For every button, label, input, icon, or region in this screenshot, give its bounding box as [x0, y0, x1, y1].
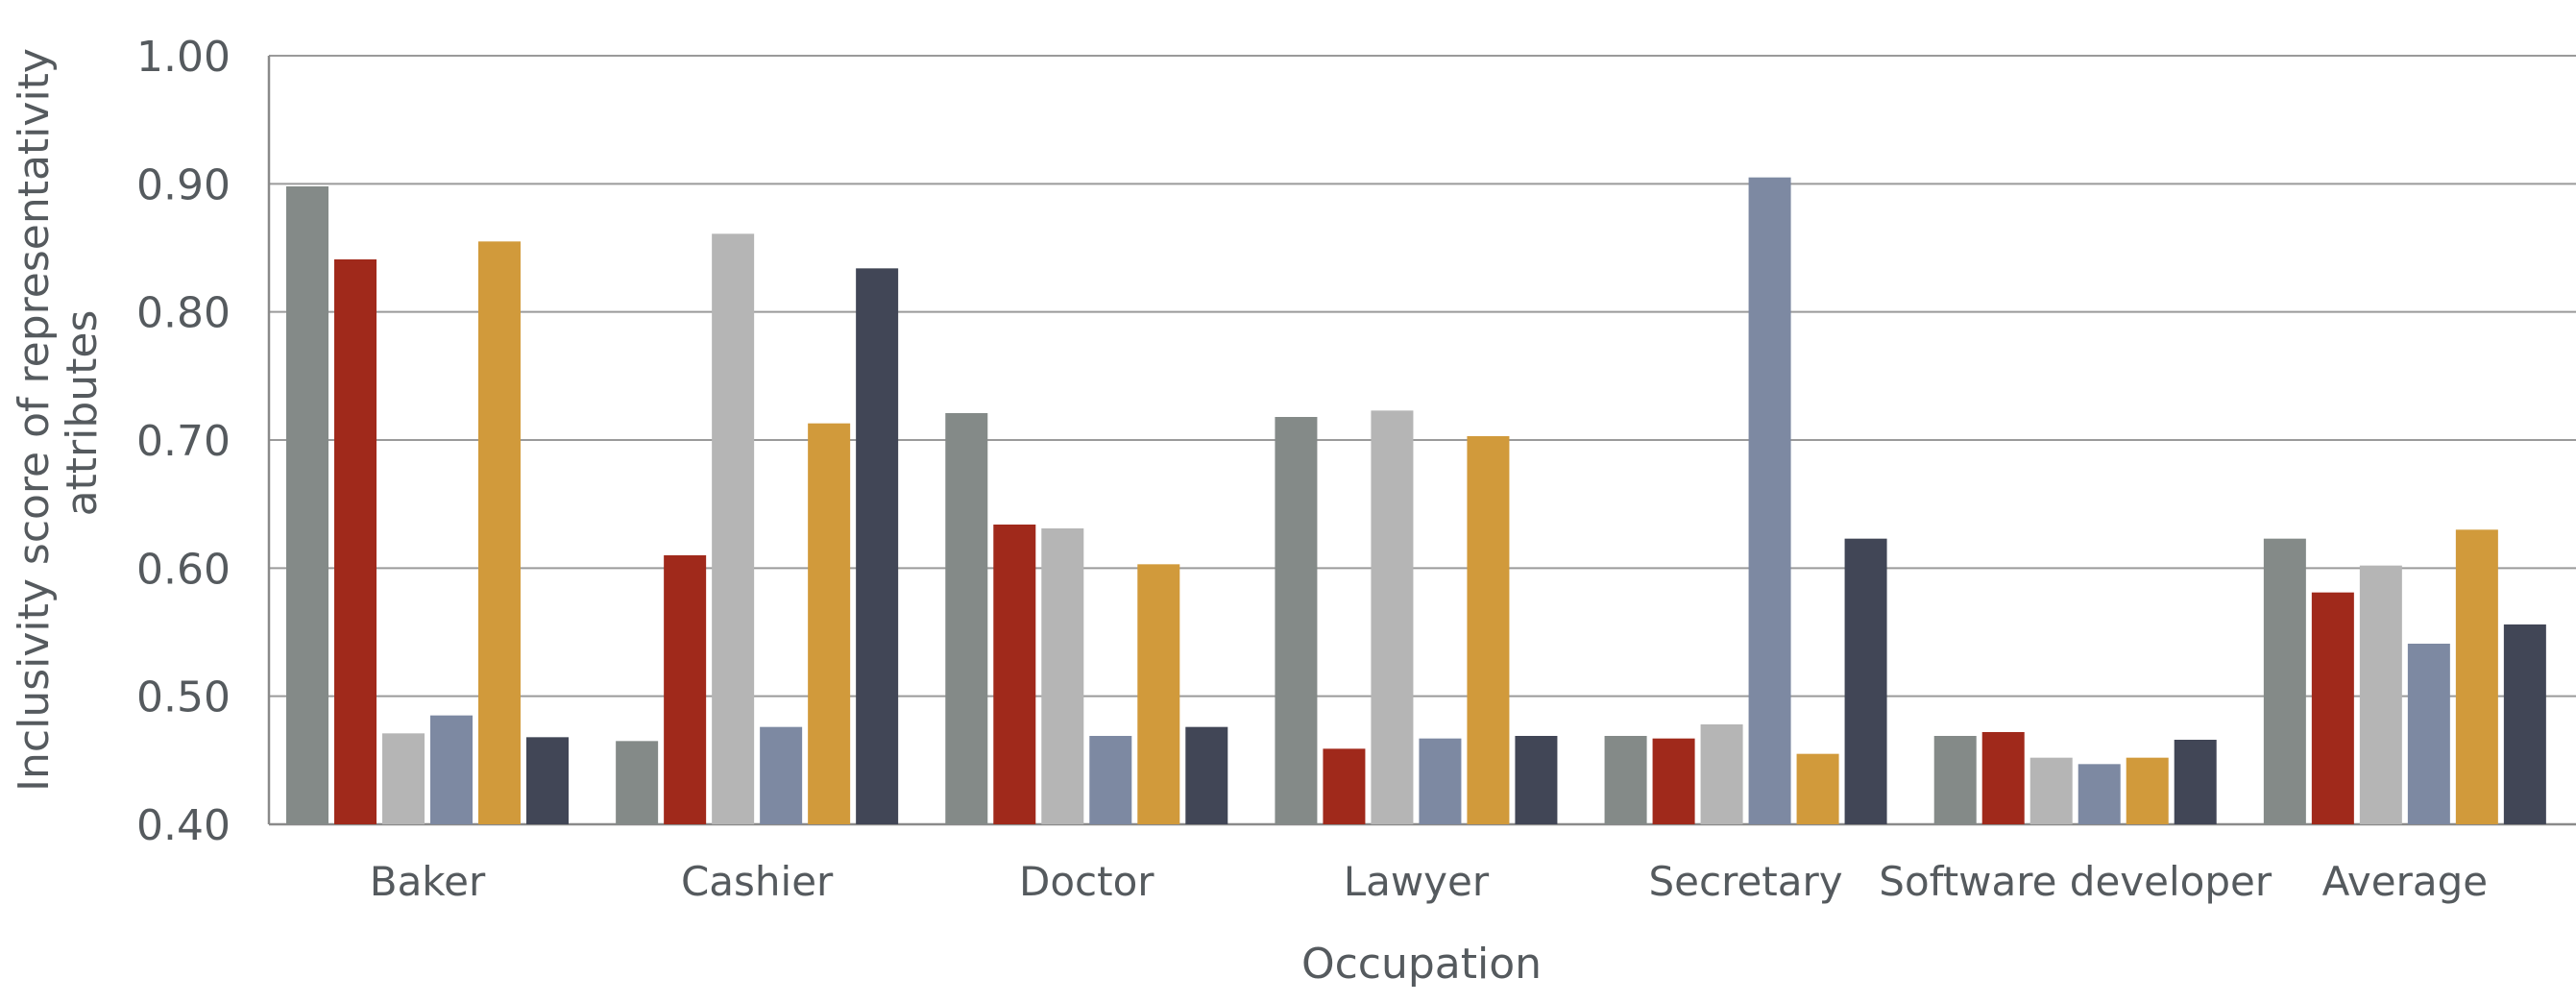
bar: [2263, 538, 2306, 824]
bar: [2029, 757, 2073, 824]
bar: [2311, 592, 2354, 824]
bar: [945, 413, 988, 824]
x-axis-title: Occupation: [1301, 940, 1542, 989]
bar: [2359, 565, 2402, 824]
bar: [993, 525, 1036, 824]
bar: [856, 268, 899, 824]
bar: [616, 741, 659, 824]
y-axis-title-line-1: Inclusivity score of representativity: [10, 48, 59, 792]
x-tick-label: Lawyer: [1344, 858, 1490, 905]
bar: [2174, 740, 2217, 824]
bar: [760, 726, 803, 824]
bar: [334, 259, 377, 824]
bar: [2078, 764, 2121, 824]
bar: [1137, 564, 1180, 824]
x-tick-label: Doctor: [1019, 858, 1154, 905]
x-tick-label: Secretary: [1649, 858, 1843, 905]
bar: [1467, 436, 1510, 824]
bar: [1515, 736, 1558, 824]
y-tick-label: 1.00: [136, 33, 231, 82]
x-tick-label: Software developer: [1879, 858, 2272, 905]
bar: [712, 233, 755, 825]
bar: [1796, 753, 1839, 824]
bar: [808, 423, 851, 824]
bar: [664, 555, 707, 824]
bar: [2126, 757, 2169, 824]
bars: [286, 177, 2546, 825]
bar: [1185, 726, 1228, 824]
bar: [1933, 736, 1977, 824]
bar: [382, 733, 425, 824]
y-tick-label: 0.60: [136, 545, 231, 594]
y-tick-label: 0.80: [136, 289, 231, 338]
bar: [2407, 644, 2450, 824]
bar: [430, 715, 473, 824]
category-labels: Baker Cashier Doctor Lawyer Secretary Softwar…: [370, 858, 2488, 905]
bar: [2455, 529, 2498, 824]
bar: [1844, 538, 1887, 824]
bar: [1604, 736, 1647, 824]
bar: [1041, 528, 1084, 824]
y-tick-label: 0.70: [136, 417, 231, 466]
y-tick-label: 0.90: [136, 160, 231, 209]
y-tick-labels: 0.40 0.50 0.60 0.70 0.80 0.90 1.00: [136, 33, 231, 850]
grid-lines: [267, 55, 2576, 826]
y-tick-label: 0.50: [136, 673, 231, 722]
x-tick-label: Baker: [370, 858, 486, 905]
bar: [1371, 410, 1414, 824]
y-axis-title-line-2: attributes: [58, 310, 107, 517]
bar: [1981, 732, 2025, 824]
x-tick-label: Average: [2322, 858, 2488, 905]
bar: [1652, 738, 1695, 824]
x-tick-label: Cashier: [681, 858, 834, 905]
bar: [478, 241, 521, 825]
bar: [1275, 417, 1318, 824]
bar: [1323, 748, 1366, 824]
bar: [1419, 738, 1462, 824]
bar: [1700, 724, 1743, 824]
y-tick-label: 0.40: [136, 801, 231, 850]
y-axis-title: Inclusivity score of representativity at…: [10, 35, 107, 792]
bar: [1089, 736, 1132, 824]
bar: [286, 186, 328, 824]
bar: [526, 737, 569, 824]
bar: [2503, 624, 2546, 824]
bar: [1748, 177, 1791, 824]
